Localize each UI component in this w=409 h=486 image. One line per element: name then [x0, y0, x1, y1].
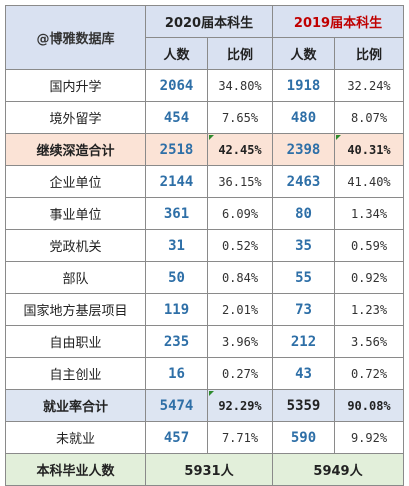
employment-table-container: @博雅数据库 2020届本科生 2019届本科生 人数 比例 人数 比例 国内升… [5, 5, 404, 486]
col-count-2019: 人数 [272, 37, 335, 70]
row-label: 自由职业 [5, 325, 146, 358]
count-2019: 55 [272, 261, 335, 294]
row-label: 继续深造合计 [5, 133, 146, 166]
count-2019: 80 [272, 197, 335, 230]
table-row: 企业单位 2144 36.15% 2463 41.40% [5, 165, 404, 198]
count-2019: 2398 [272, 133, 335, 166]
col-ratio-2019: 比例 [334, 37, 404, 70]
header-row-columns: 人数 比例 人数 比例 [6, 37, 404, 70]
ratio-2020: 92.29% [207, 389, 273, 422]
table-row: 事业单位 361 6.09% 80 1.34% [5, 197, 404, 230]
ratio-2019: 0.72% [334, 357, 404, 390]
ratio-2019: 3.56% [334, 325, 404, 358]
ratio-2020: 34.80% [207, 69, 273, 102]
ratio-2020: 0.52% [207, 229, 273, 262]
table-row: 党政机关 31 0.52% 35 0.59% [5, 229, 404, 262]
row-label: 党政机关 [5, 229, 146, 262]
ratio-2019: 0.59% [334, 229, 404, 262]
ratio-2019: 0.92% [334, 261, 404, 294]
employment-total-row: 就业率合计 5474 92.29% 5359 90.08% [5, 389, 404, 422]
deep-study-total-row: 继续深造合计 2518 42.45% 2398 40.31% [5, 133, 404, 166]
row-label: 国家地方基层项目 [5, 293, 146, 326]
count-2019: 212 [272, 325, 335, 358]
col-ratio-2020: 比例 [207, 37, 273, 70]
count-2020: 119 [145, 293, 208, 326]
row-label: 未就业 [5, 421, 146, 454]
graduates-total-row: 本科毕业人数 5931人 5949人 [5, 453, 404, 486]
count-2020: 235 [145, 325, 208, 358]
ratio-2020: 7.71% [207, 421, 273, 454]
row-label: 国内升学 [5, 69, 146, 102]
ratio-2020: 42.45% [207, 133, 273, 166]
count-2020: 2144 [145, 165, 208, 198]
row-label: 企业单位 [5, 165, 146, 198]
ratio-2020: 7.65% [207, 101, 273, 134]
count-2020: 361 [145, 197, 208, 230]
count-2020: 2518 [145, 133, 208, 166]
table-row: 国内升学 2064 34.80% 1918 32.24% [5, 69, 404, 102]
table-row: 境外留学 454 7.65% 480 8.07% [5, 101, 404, 134]
ratio-2019: 1.23% [334, 293, 404, 326]
count-2020: 2064 [145, 69, 208, 102]
count-2020: 5474 [145, 389, 208, 422]
row-label: 自主创业 [5, 357, 146, 390]
ratio-2019: 32.24% [334, 69, 404, 102]
count-2020: 31 [145, 229, 208, 262]
ratio-2019: 41.40% [334, 165, 404, 198]
graduates-label: 本科毕业人数 [5, 453, 146, 486]
table-row: 未就业 457 7.71% 590 9.92% [5, 421, 404, 454]
ratio-2020: 0.84% [207, 261, 273, 294]
count-2020: 457 [145, 421, 208, 454]
ratio-2020: 36.15% [207, 165, 273, 198]
ratio-2019: 90.08% [334, 389, 404, 422]
table-row: 自主创业 16 0.27% 43 0.72% [5, 357, 404, 390]
row-label: 就业率合计 [5, 389, 146, 422]
table-row: 国家地方基层项目 119 2.01% 73 1.23% [5, 293, 404, 326]
ratio-2020: 3.96% [207, 325, 273, 358]
row-label: 事业单位 [5, 197, 146, 230]
count-2019: 2463 [272, 165, 335, 198]
ratio-2020: 2.01% [207, 293, 273, 326]
ratio-2020: 0.27% [207, 357, 273, 390]
header-row-years: @博雅数据库 2020届本科生 2019届本科生 [5, 5, 404, 70]
ratio-2019: 9.92% [334, 421, 404, 454]
count-2020: 50 [145, 261, 208, 294]
count-2019: 73 [272, 293, 335, 326]
row-label: 境外留学 [5, 101, 146, 134]
count-2019: 43 [272, 357, 335, 390]
brand-label: @博雅数据库 [5, 5, 146, 70]
count-2019: 35 [272, 229, 335, 262]
count-2019: 480 [272, 101, 335, 134]
count-2019: 1918 [272, 69, 335, 102]
count-2019: 5359 [272, 389, 335, 422]
graduates-total-2019: 5949人 [272, 453, 404, 486]
year-2019-header: 2019届本科生 [272, 5, 404, 38]
year-2020-header: 2020届本科生 [145, 5, 273, 38]
ratio-2019: 40.31% [334, 133, 404, 166]
graduates-total-2020: 5931人 [145, 453, 273, 486]
count-2020: 16 [145, 357, 208, 390]
ratio-2020: 6.09% [207, 197, 273, 230]
employment-table: @博雅数据库 2020届本科生 2019届本科生 人数 比例 人数 比例 国内升… [5, 5, 404, 486]
table-row: 部队 50 0.84% 55 0.92% [5, 261, 404, 294]
row-label: 部队 [5, 261, 146, 294]
ratio-2019: 8.07% [334, 101, 404, 134]
col-count-2020: 人数 [145, 37, 208, 70]
table-row: 自由职业 235 3.96% 212 3.56% [5, 325, 404, 358]
count-2019: 590 [272, 421, 335, 454]
count-2020: 454 [145, 101, 208, 134]
ratio-2019: 1.34% [334, 197, 404, 230]
